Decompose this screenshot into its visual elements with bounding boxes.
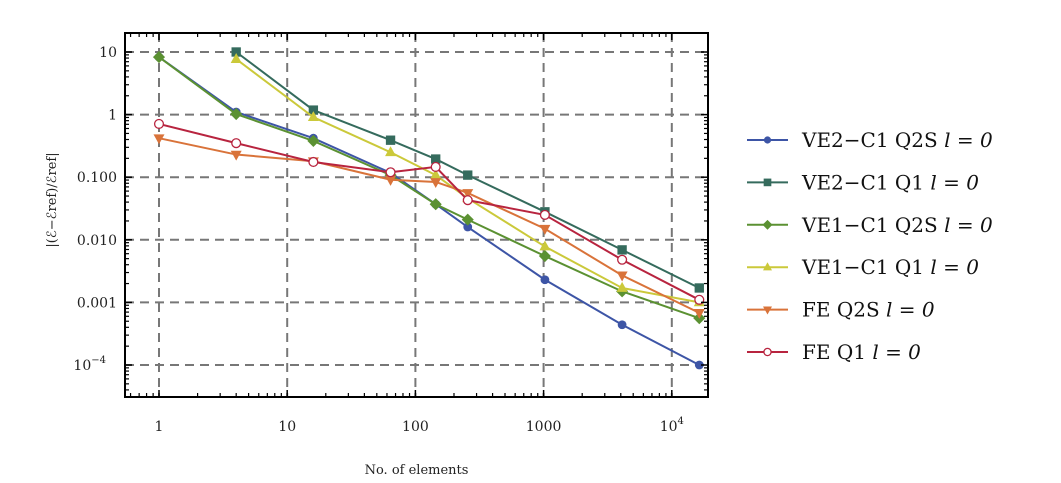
data-point — [307, 111, 319, 122]
legend-marker — [763, 178, 772, 187]
series-line — [235, 51, 700, 289]
data-point — [385, 175, 397, 186]
data-point — [153, 118, 165, 129]
data-point — [540, 275, 550, 285]
data-point — [152, 51, 166, 64]
data-point — [539, 224, 551, 235]
data-point — [385, 146, 397, 157]
data-point — [308, 105, 319, 115]
legend-item: FE Q2S l = 0 — [747, 298, 935, 322]
series-line — [235, 58, 700, 304]
data-point — [429, 198, 442, 211]
data-point — [230, 150, 242, 161]
x-tick-label: 10 — [278, 419, 296, 435]
y-tick-label: 0.100 — [77, 170, 117, 186]
y-tick-label: 10−4 — [73, 355, 106, 374]
legend-item: VE2−C1 Q2S l = 0 — [747, 128, 993, 152]
data-point — [430, 169, 442, 179]
data-point — [431, 154, 441, 164]
legend-marker — [763, 136, 772, 144]
data-point — [538, 250, 551, 263]
legend-label: FE Q2S l = 0 — [802, 298, 935, 322]
legend-label: VE1−C1 Q2S l = 0 — [801, 213, 993, 237]
data-point — [694, 283, 704, 293]
data-point — [231, 138, 242, 149]
axes: 1 10 100 1000 104 10 1 0.100 0.010 0.001 10−4 — [73, 32, 708, 435]
data-point — [462, 189, 474, 200]
y-tick-label: 0.010 — [77, 233, 117, 249]
data-point — [230, 53, 242, 63]
series-line — [158, 56, 700, 366]
y-axis-label: |(ℰ−ℰref)/ℰref| — [45, 152, 60, 247]
data-point — [462, 195, 473, 206]
data-point — [463, 170, 473, 180]
series-5 — [153, 118, 705, 305]
plot-frame — [124, 32, 709, 398]
data-point — [617, 320, 627, 330]
legend-item: VE1−C1 Q2S l = 0 — [747, 213, 993, 237]
series-1 — [231, 47, 704, 293]
x-tick-label: 1000 — [526, 419, 562, 435]
data-point — [461, 213, 474, 226]
data-point — [307, 134, 320, 147]
data-point — [308, 156, 319, 168]
legend-item: FE Q1 l = 0 — [747, 340, 921, 364]
data-point — [153, 134, 165, 145]
series-line — [158, 56, 700, 320]
data-point — [617, 245, 627, 255]
grid — [125, 33, 708, 397]
data-point — [463, 222, 473, 232]
data-point — [539, 209, 550, 220]
data-point — [616, 271, 628, 282]
data-point — [385, 167, 396, 178]
data-point — [617, 254, 628, 265]
legend-marker — [762, 219, 773, 230]
x-axis-label: No. of elements — [365, 463, 469, 478]
legend-item: VE1−C1 Q1 l = 0 — [747, 255, 979, 279]
y-tick-label: 10 — [99, 45, 117, 61]
legend-label: VE2−C1 Q2S l = 0 — [801, 128, 993, 152]
series-layer — [152, 47, 706, 370]
y-tick-label: 0.001 — [77, 295, 117, 311]
legend-label: VE1−C1 Q1 l = 0 — [801, 255, 979, 279]
data-point — [616, 281, 628, 292]
data-point — [385, 135, 396, 145]
legend-marker — [763, 347, 772, 357]
data-point — [231, 47, 241, 57]
data-point — [430, 178, 442, 188]
legend-item: VE2−C1 Q1 l = 0 — [747, 170, 979, 194]
data-point — [539, 240, 551, 251]
y-tick-label: 1 — [108, 108, 117, 124]
data-point — [430, 161, 441, 172]
legend: VE2−C1 Q2S l = 0 VE2−C1 Q1 l = 0 VE1−C1 Q2… — [747, 128, 993, 364]
x-tick-label: 1 — [155, 419, 164, 435]
legend-marker — [763, 306, 772, 315]
data-point — [230, 108, 243, 121]
legend-label: FE Q1 l = 0 — [802, 340, 921, 364]
legend-marker — [763, 262, 772, 271]
x-tick-label: 100 — [402, 419, 429, 435]
legend-label: VE2−C1 Q1 l = 0 — [801, 170, 979, 194]
data-point — [693, 309, 705, 319]
series-0 — [154, 52, 704, 370]
data-point — [694, 360, 704, 370]
x-tick-label: 104 — [660, 416, 684, 435]
